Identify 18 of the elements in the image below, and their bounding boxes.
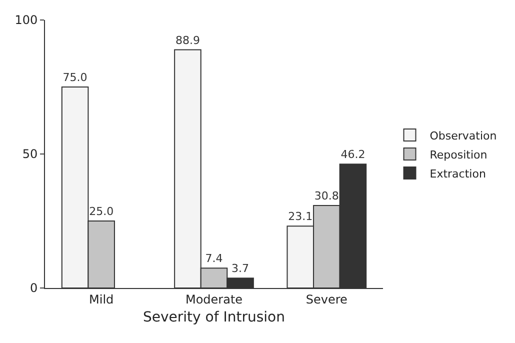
y-tick-label: 50 (22, 147, 38, 162)
data-label: 7.4 (205, 252, 223, 266)
legend-label: Observation (430, 129, 497, 142)
y-tick-label: 100 (14, 13, 38, 28)
x-tick-label: Severe (306, 292, 348, 306)
data-label: 46.2 (340, 148, 366, 162)
data-label: 3.7 (232, 262, 250, 276)
x-axis-title: Severity of Intrusion (143, 310, 285, 326)
data-label: 75.0 (62, 71, 88, 84)
data-label: 30.8 (314, 189, 339, 202)
x-tick-label: Moderate (185, 292, 243, 306)
legend-label: Reposition (430, 148, 488, 162)
data-label: 88.9 (175, 34, 200, 47)
x-tick-label: Mild (89, 292, 114, 306)
y-tick-label: 0 (30, 281, 38, 296)
data-label: 23.1 (288, 210, 313, 224)
legend-label: Extraction (430, 167, 486, 180)
data-label: 25.0 (89, 205, 114, 218)
